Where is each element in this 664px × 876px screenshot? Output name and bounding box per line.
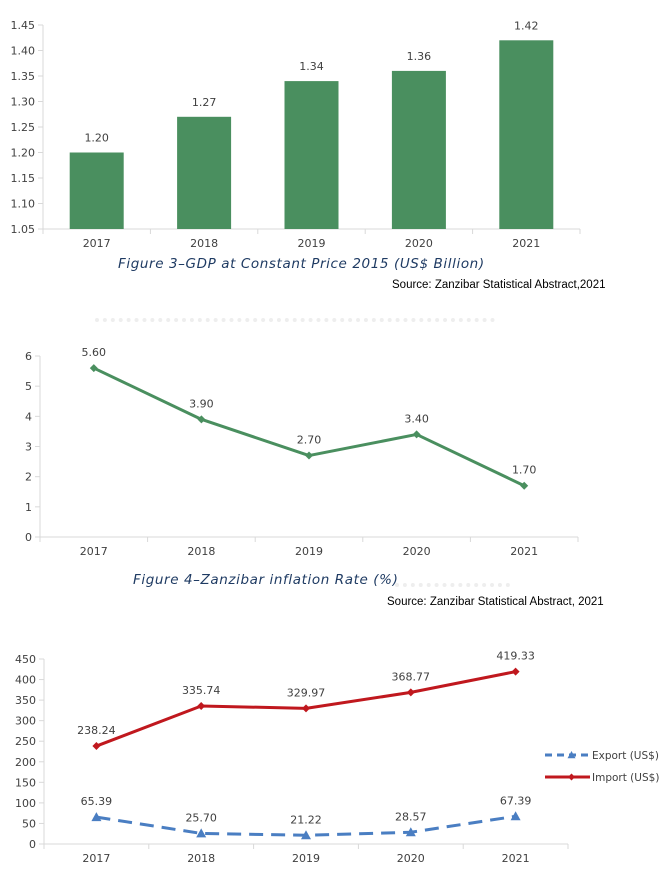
- data-label: 65.39: [81, 795, 113, 808]
- y-tick-label: 1.05: [11, 223, 36, 236]
- data-point: [405, 827, 416, 837]
- data-label: 238.24: [77, 724, 116, 737]
- data-label: 419.33: [496, 650, 535, 663]
- data-point: [305, 451, 313, 460]
- x-tick-label: 2018: [190, 237, 218, 250]
- data-label: 368.77: [392, 670, 431, 683]
- data-point: [406, 688, 415, 697]
- y-tick-label: 200: [15, 756, 36, 769]
- y-tick-label: 2: [25, 471, 32, 484]
- y-tick-label: 300: [15, 715, 36, 728]
- inflation-chart-caption: Figure 4–Zanzibar inflation Rate (%): [133, 572, 399, 588]
- data-label: 21.22: [290, 813, 322, 826]
- y-tick-label: 0: [29, 838, 36, 851]
- data-point: [197, 415, 206, 424]
- bar: [284, 81, 339, 229]
- y-tick-label: 0: [25, 531, 32, 544]
- data-point: [91, 812, 102, 822]
- data-point: [197, 701, 206, 710]
- y-tick-label: 1.45: [11, 19, 36, 32]
- data-label: 335.74: [182, 684, 221, 697]
- x-tick-label: 2020: [405, 237, 433, 250]
- y-tick-label: 1: [25, 501, 32, 514]
- gdp-bar-chart: 1.05 1.10 1.15 1.20 1.25 1.30 1.35 1.40 1.45 2017…: [11, 19, 581, 250]
- y-tick-label: 3: [25, 441, 32, 454]
- bar: [69, 152, 124, 229]
- x-tick-label: 2019: [298, 237, 326, 250]
- x-tick-label: 2020: [403, 545, 431, 558]
- y-tick-label: 6: [25, 350, 32, 363]
- data-label: 3.40: [404, 412, 429, 425]
- data-label: 3.90: [189, 397, 214, 410]
- separator-dots-2: [395, 583, 510, 587]
- inflation-line-chart: 0 1 2 3 4 5 6 2017 2018 2019 2020 2021 5.60 3.90 2.70 3…: [25, 346, 579, 558]
- data-label: 28.57: [395, 810, 427, 823]
- data-label: 1.20: [84, 132, 109, 145]
- legend-label: Import (US$): [592, 772, 659, 784]
- y-tick-label: 1.25: [11, 121, 36, 134]
- x-tick-label: 2017: [83, 237, 111, 250]
- data-point: [196, 828, 207, 838]
- data-label: 329.97: [287, 686, 326, 699]
- gdp-chart-source: Source: Zanzibar Statistical Abstract,20…: [392, 279, 606, 291]
- legend-label: Export (US$): [592, 750, 659, 762]
- separator-dots-1: [95, 318, 495, 322]
- y-tick-label: 1.30: [11, 96, 36, 109]
- x-tick-label: 2017: [80, 545, 108, 558]
- bar: [177, 116, 232, 229]
- data-point: [302, 704, 310, 713]
- data-point: [92, 742, 101, 751]
- data-point: [520, 481, 529, 490]
- x-tick-label: 2019: [292, 852, 320, 865]
- y-tick-label: 450: [15, 653, 36, 666]
- x-tick-label: 2017: [82, 852, 110, 865]
- y-tick-label: 1.35: [11, 70, 36, 83]
- x-tick-label: 2019: [295, 545, 323, 558]
- inflation-series-line: [93, 366, 525, 488]
- data-point: [412, 430, 421, 439]
- data-point: [510, 811, 521, 821]
- x-tick-label: 2021: [512, 237, 540, 250]
- y-tick-label: 400: [15, 674, 36, 687]
- data-label: 67.39: [500, 794, 532, 807]
- data-label: 1.34: [299, 60, 324, 73]
- data-label: 2.70: [297, 434, 322, 447]
- x-tick-label: 2021: [510, 545, 538, 558]
- y-tick-label: 4: [25, 410, 32, 423]
- data-label: 1.36: [407, 50, 432, 63]
- y-tick-label: 350: [15, 694, 36, 707]
- data-label: 1.70: [512, 464, 537, 477]
- inflation-chart-source: Source: Zanzibar Statistical Abstract, 2…: [387, 596, 604, 608]
- y-tick-label: 5: [25, 380, 32, 393]
- y-tick-label: 1.20: [11, 147, 36, 160]
- y-tick-label: 1.40: [11, 45, 36, 58]
- data-point: [89, 364, 98, 373]
- x-tick-label: 2018: [187, 852, 215, 865]
- bar: [391, 70, 446, 230]
- data-point: [301, 830, 311, 840]
- y-tick-label: 150: [15, 776, 36, 789]
- gdp-chart-caption: Figure 3–GDP at Constant Price 2015 (US$…: [118, 256, 485, 272]
- y-tick-label: 1.15: [11, 172, 36, 185]
- y-tick-label: 1.10: [11, 198, 36, 211]
- trade-line-chart: 0 50 100 150 200 250 300 350 400 450 2017 2018 2019 2…: [15, 650, 659, 865]
- y-tick-label: 250: [15, 735, 36, 748]
- data-label: 1.27: [192, 96, 217, 109]
- y-tick-label: 50: [22, 817, 36, 830]
- x-tick-label: 2018: [187, 545, 215, 558]
- x-tick-label: 2020: [397, 852, 425, 865]
- y-tick-label: 100: [15, 797, 36, 810]
- bar: [499, 40, 554, 229]
- x-tick-label: 2021: [502, 852, 530, 865]
- data-label: 25.70: [185, 811, 217, 824]
- legend-marker: [567, 751, 576, 759]
- legend-marker: [568, 773, 575, 781]
- data-label: 5.60: [82, 346, 107, 359]
- data-label: 1.42: [514, 19, 539, 32]
- data-point: [511, 667, 520, 676]
